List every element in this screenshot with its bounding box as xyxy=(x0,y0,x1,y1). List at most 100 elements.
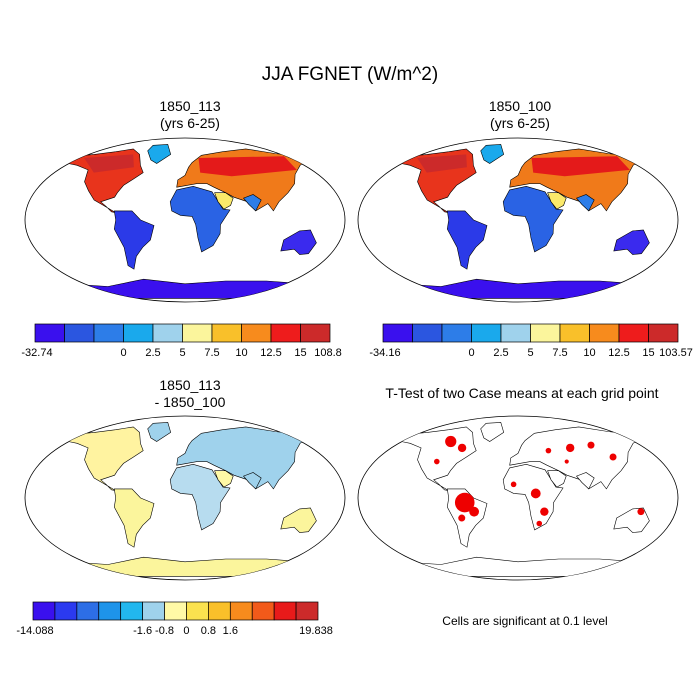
colorbar-1-swatch xyxy=(93,323,124,343)
colorbar-1-tick-label: 15 xyxy=(294,347,306,359)
colorbar-1-tick-label: 7.5 xyxy=(204,347,219,359)
panel-title-3-line2: - 1850_100 xyxy=(154,394,226,410)
colorbar-3-tick-label: 19.838 xyxy=(299,625,333,637)
colorbar-1-tick-label: 0 xyxy=(120,347,126,359)
colorbar-1-tick-label: 10 xyxy=(235,347,247,359)
colorbar-1-tick-label: 108.8 xyxy=(314,347,342,359)
map-4-significant-cell xyxy=(458,514,466,522)
panel-title-2: 1850_100 (yrs 6-25) xyxy=(370,98,670,132)
map-panel-1 xyxy=(24,137,346,303)
colorbar-3-swatch xyxy=(273,601,297,621)
map-2-india xyxy=(575,194,595,212)
map-3-north-america xyxy=(67,426,144,491)
map-2-greenland xyxy=(480,144,505,164)
significance-note: Cells are significant at 0.1 level xyxy=(442,614,608,628)
map-4-greenland xyxy=(480,422,505,442)
map-4-significant-cell xyxy=(445,435,457,448)
panel-title-1-line2: (yrs 6-25) xyxy=(160,115,220,131)
colorbar-1-tick-label: -32.74 xyxy=(21,347,52,359)
map-3-antarctica xyxy=(65,556,305,577)
colorbar-3-swatch xyxy=(54,601,78,621)
colorbar-1-tick-label: 12.5 xyxy=(260,347,281,359)
colorbar-3-swatch xyxy=(142,601,165,621)
colorbar-3-tick-label: -0.8 xyxy=(155,625,174,637)
colorbar-3: -14.088 -1.6 -0.8 0 0.8 1.6 19.838 xyxy=(16,601,333,637)
panel-title-4-line1: T-Test of two Case means at each grid po… xyxy=(385,385,659,401)
map-4-significant-cell xyxy=(540,507,549,516)
panel-title-3-line1: 1850_113 xyxy=(159,377,221,393)
map-4-significant-cell xyxy=(587,441,595,449)
colorbar-2-swatch xyxy=(559,323,590,343)
map-4-significant-cell xyxy=(510,481,517,488)
colorbar-2-tick-label: -34.16 xyxy=(369,347,400,359)
map-4-india xyxy=(575,472,595,490)
map-4-significant-cell xyxy=(564,459,569,464)
panel-title-2-line1: 1850_100 xyxy=(488,98,552,114)
colorbar-3-swatch xyxy=(295,601,319,621)
map-3-arabia xyxy=(214,470,234,488)
colorbar-3-swatch xyxy=(98,601,122,621)
colorbar-1: -32.74 0 2.5 5 7.5 10 12.5 15 108.8 xyxy=(21,323,342,359)
colorbar-1-swatch xyxy=(152,323,183,343)
colorbar-3-swatch xyxy=(186,601,209,621)
map-2-south-america xyxy=(446,210,488,270)
map-1-antarctica xyxy=(65,278,305,299)
map-1-greenland xyxy=(147,144,172,164)
panel-title-2-line2: (yrs 6-25) xyxy=(490,115,550,131)
map-3-australia xyxy=(280,507,317,533)
panel-title-3: 1850_113 - 1850_100 xyxy=(40,377,340,411)
colorbar-3-tick-label: 0 xyxy=(183,625,189,637)
map-4-significant-cell xyxy=(565,443,575,453)
map-panel-3 xyxy=(24,415,346,581)
colorbar-2-swatch xyxy=(648,323,679,343)
colorbar-1-swatch xyxy=(123,323,154,343)
map-4-significant-cell xyxy=(609,453,617,461)
main-title: JJA FGNET (W/m^2) xyxy=(261,64,439,85)
map-4-significant-cell xyxy=(457,443,467,453)
colorbar-1-tick-label: 5 xyxy=(179,347,185,359)
colorbar-1-swatch xyxy=(34,323,65,343)
map-1-high-flux-region xyxy=(84,154,134,173)
map-4-significant-cell xyxy=(433,458,440,465)
colorbar-2-tick-label: 10 xyxy=(583,347,595,359)
map-2-australia xyxy=(613,229,650,255)
colorbar-3-swatch xyxy=(32,601,56,621)
colorbar-3-swatch xyxy=(164,601,187,621)
colorbar-2-swatch xyxy=(412,323,443,343)
colorbar-2-swatch xyxy=(530,323,561,343)
map-4-significant-cell xyxy=(469,506,480,517)
colorbar-2-tick-label: 0 xyxy=(468,347,474,359)
colorbar-3-swatch xyxy=(120,601,143,621)
colorbar-2-swatch xyxy=(618,323,649,343)
colorbar-2-tick-label: 15 xyxy=(642,347,654,359)
panel-title-1-line1: 1850_113 xyxy=(159,98,221,114)
colorbar-1-swatch xyxy=(241,323,272,343)
map-4-significant-cell xyxy=(545,447,552,454)
colorbar-3-swatch xyxy=(208,601,231,621)
map-1-africa xyxy=(169,185,231,253)
map-3-greenland xyxy=(147,422,172,442)
map-4-significant-cell xyxy=(637,508,645,516)
colorbar-3-swatch xyxy=(229,601,253,621)
colorbar-2-swatch xyxy=(382,323,413,343)
panel-title-4: T-Test of two Case means at each grid po… xyxy=(352,385,692,402)
map-1-arabia xyxy=(214,192,234,210)
colorbar-1-swatch xyxy=(300,323,331,343)
colorbar-2-tick-label: 7.5 xyxy=(552,347,567,359)
map-1-high-flux-region xyxy=(198,156,297,177)
colorbar-2-tick-label: 5 xyxy=(527,347,533,359)
colorbar-1-tick-label: 2.5 xyxy=(145,347,160,359)
map-1-india xyxy=(242,194,262,212)
map-1-south-america xyxy=(113,210,155,270)
colorbar-1-swatch xyxy=(270,323,301,343)
panel-title-1: 1850_113 (yrs 6-25) xyxy=(40,98,340,132)
map-4-significant-cell xyxy=(530,488,541,499)
map-3-africa xyxy=(169,463,231,531)
colorbar-3-tick-label: -1.6 xyxy=(133,625,152,637)
colorbar-1-swatch xyxy=(211,323,242,343)
colorbar-2-swatch xyxy=(471,323,502,343)
colorbar-2-tick-label: 12.5 xyxy=(608,347,629,359)
colorbar-2-swatch xyxy=(589,323,620,343)
colorbar-1-swatch xyxy=(64,323,95,343)
colorbar-2-tick-label: 103.57 xyxy=(659,347,693,359)
